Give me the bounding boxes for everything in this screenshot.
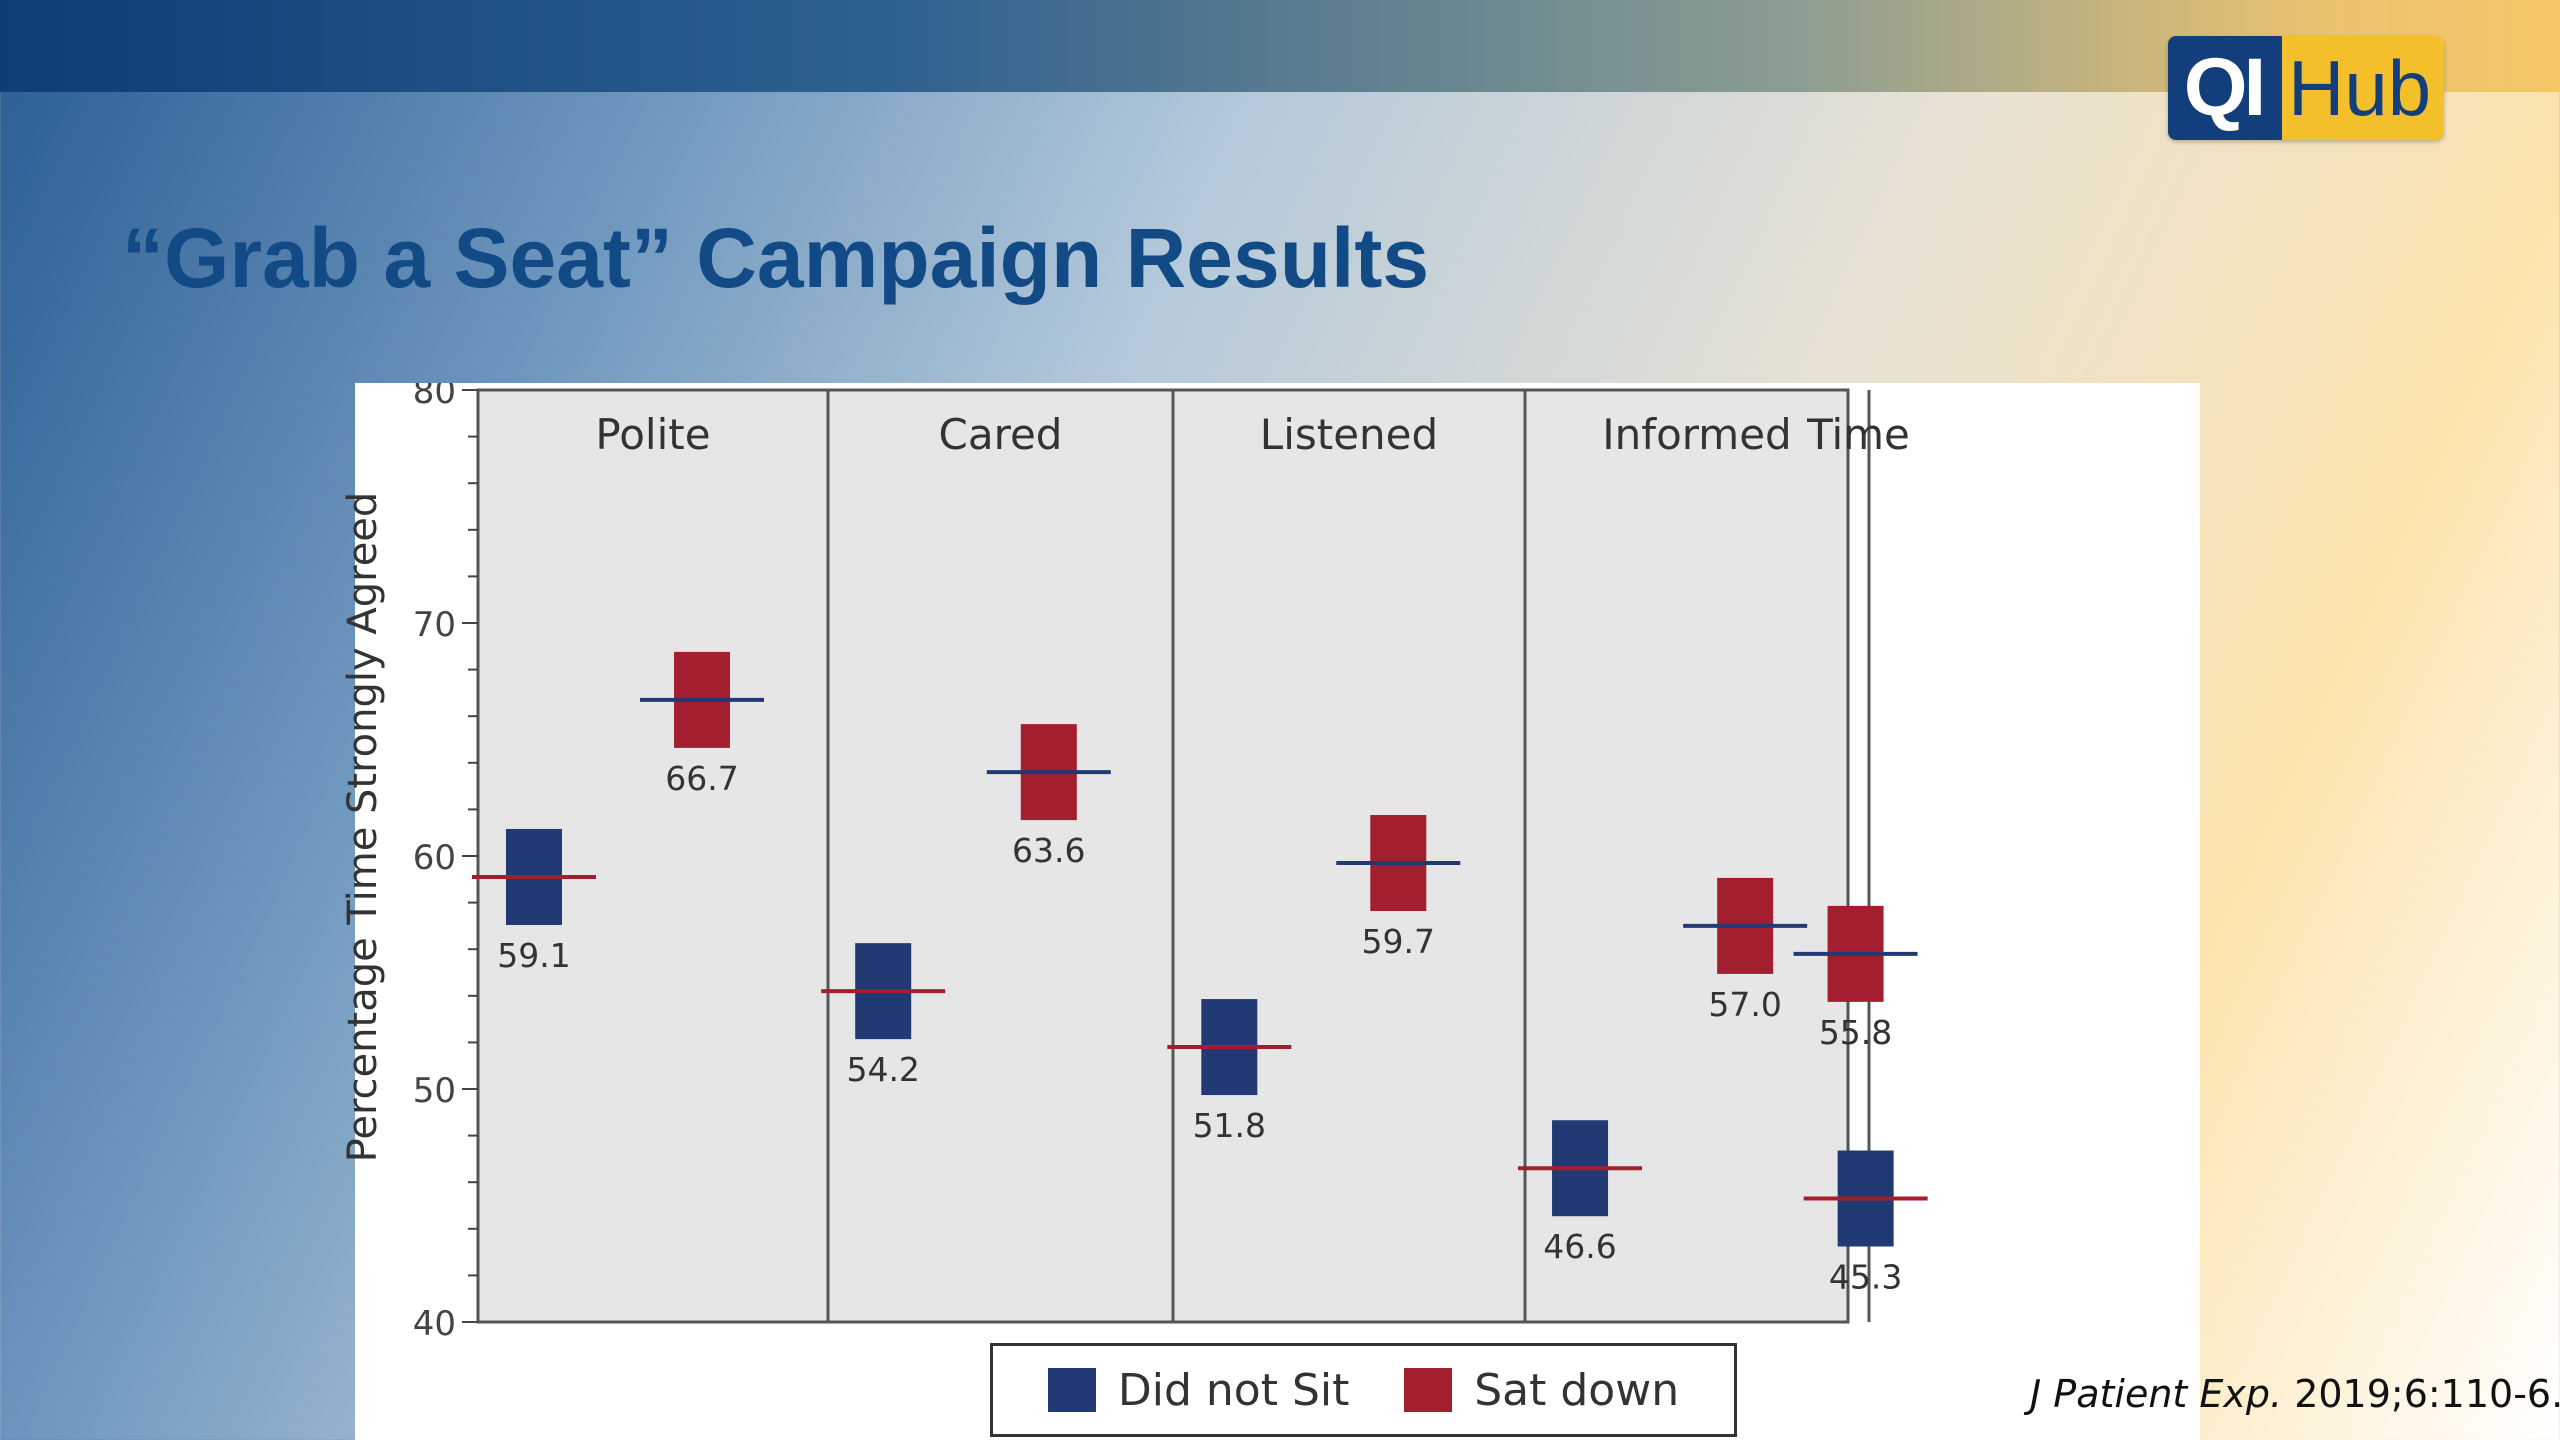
- citation: J Patient Exp. 2019;6:110-6.: [2030, 1372, 2560, 1416]
- chart-container: 40 50 60 70 80 Polite 59.1 66.7 Cared 54.2 63.6 Lis…: [355, 383, 2200, 1440]
- data-label: 57.0: [1708, 985, 1781, 1024]
- y-tick-label: 80: [413, 383, 456, 412]
- category-label: Polite: [595, 410, 710, 459]
- data-label: 59.1: [497, 936, 570, 975]
- data-label: 63.6: [1012, 831, 1085, 870]
- category-label: Listened: [1260, 410, 1438, 459]
- data-label: 46.6: [1543, 1227, 1616, 1266]
- qihub-logo: QI Hub: [2168, 36, 2444, 140]
- data-label: 51.8: [1193, 1106, 1266, 1145]
- header-bar: [0, 0, 2560, 92]
- data-label: 54.2: [846, 1050, 919, 1089]
- category-label: Informed: [1602, 410, 1791, 459]
- y-tick-label: 70: [413, 605, 456, 645]
- legend-swatch-did-not-sit: [1047, 1368, 1096, 1412]
- y-axis-label: Percentage Time Strongly Agreed: [340, 491, 386, 1163]
- citation-details: 2019;6:110-6.: [2294, 1372, 2560, 1416]
- legend-item-sat-down: Sat down: [1404, 1365, 1679, 1416]
- category-label: Cared: [939, 410, 1063, 459]
- data-label: 59.7: [1362, 922, 1435, 961]
- logo-qi: QI: [2168, 36, 2278, 140]
- slide-title: “Grab a Seat” Campaign Results: [122, 211, 1430, 305]
- citation-journal: J Patient Exp.: [2030, 1372, 2283, 1416]
- chart-legend: Did not Sit Sat down: [990, 1343, 1737, 1437]
- plot-area: [476, 388, 1850, 1324]
- legend-label-did-not-sit: Did not Sit: [1117, 1364, 1350, 1416]
- legend-item-did-not-sit: Did not Sit: [1047, 1364, 1350, 1416]
- data-label: 66.7: [665, 759, 738, 798]
- legend-swatch-sat-down: [1404, 1368, 1453, 1412]
- data-label: 55.8: [1819, 1013, 1892, 1052]
- y-tick-label: 40: [413, 1304, 456, 1344]
- y-tick-label: 50: [413, 1071, 456, 1111]
- data-label: 45.3: [1829, 1258, 1902, 1297]
- legend-label-sat-down: Sat down: [1474, 1364, 1680, 1416]
- logo-hub: Hub: [2278, 36, 2444, 140]
- campaign-results-chart: 40 50 60 70 80 Polite 59.1 66.7 Cared 54.2 63.6 Lis…: [413, 383, 1928, 1344]
- category-label: Time: [1806, 410, 1910, 459]
- y-tick-label: 60: [413, 838, 456, 878]
